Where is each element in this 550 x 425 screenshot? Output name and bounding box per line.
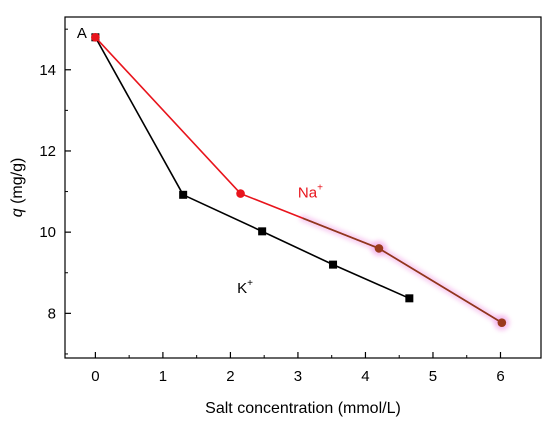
k-series-line [94, 36, 410, 300]
x-tick-label-2: 2 [226, 368, 234, 385]
y-axis-symbol: q [9, 208, 26, 217]
x-tick-label-1: 1 [159, 368, 167, 385]
x-tick-label-4: 4 [361, 368, 369, 385]
series-layer [91, 32, 507, 327]
k-series-point-4 [405, 294, 414, 303]
na-series-point-3 [497, 318, 507, 327]
k-series-point-2 [258, 227, 267, 236]
x-axis-title: Salt concentration (mmol/L) [205, 400, 401, 417]
x-tick-label-6: 6 [496, 368, 504, 385]
na-series-label-name: Na [298, 185, 318, 202]
y-tick-label-1: 10 [39, 224, 56, 241]
x-tick-label-0: 0 [91, 368, 99, 385]
x-tick-label-5: 5 [429, 368, 437, 385]
k-series-label-superscript: + [247, 278, 253, 289]
plot-frame [64, 16, 542, 359]
k-series-label: K+ [237, 278, 253, 297]
na-glow-path [299, 214, 506, 327]
na-series-point-1 [236, 189, 245, 198]
y-tick-label-0: 8 [48, 305, 56, 322]
y-tick-label-2: 12 [39, 143, 56, 160]
highlight-glow [299, 214, 510, 331]
na-series-line [94, 36, 503, 324]
y-tick-label-3: 14 [39, 62, 56, 79]
k-series-point-1 [179, 190, 188, 199]
y-axis-unit: (mg/g) [9, 158, 26, 209]
k-series-label-name: K [237, 280, 247, 297]
na-series-label: Na+ [298, 183, 323, 202]
na-series-point-2 [374, 244, 384, 253]
na-series-label-superscript: + [317, 183, 323, 194]
na-series-point-0 [91, 32, 100, 42]
y-axis-title: q (mg/g) [9, 158, 26, 218]
axis-ticks [65, 28, 502, 358]
point-label-0: A [77, 25, 87, 42]
x-tick-label-3: 3 [294, 368, 302, 385]
k-series-point-3 [329, 260, 338, 269]
